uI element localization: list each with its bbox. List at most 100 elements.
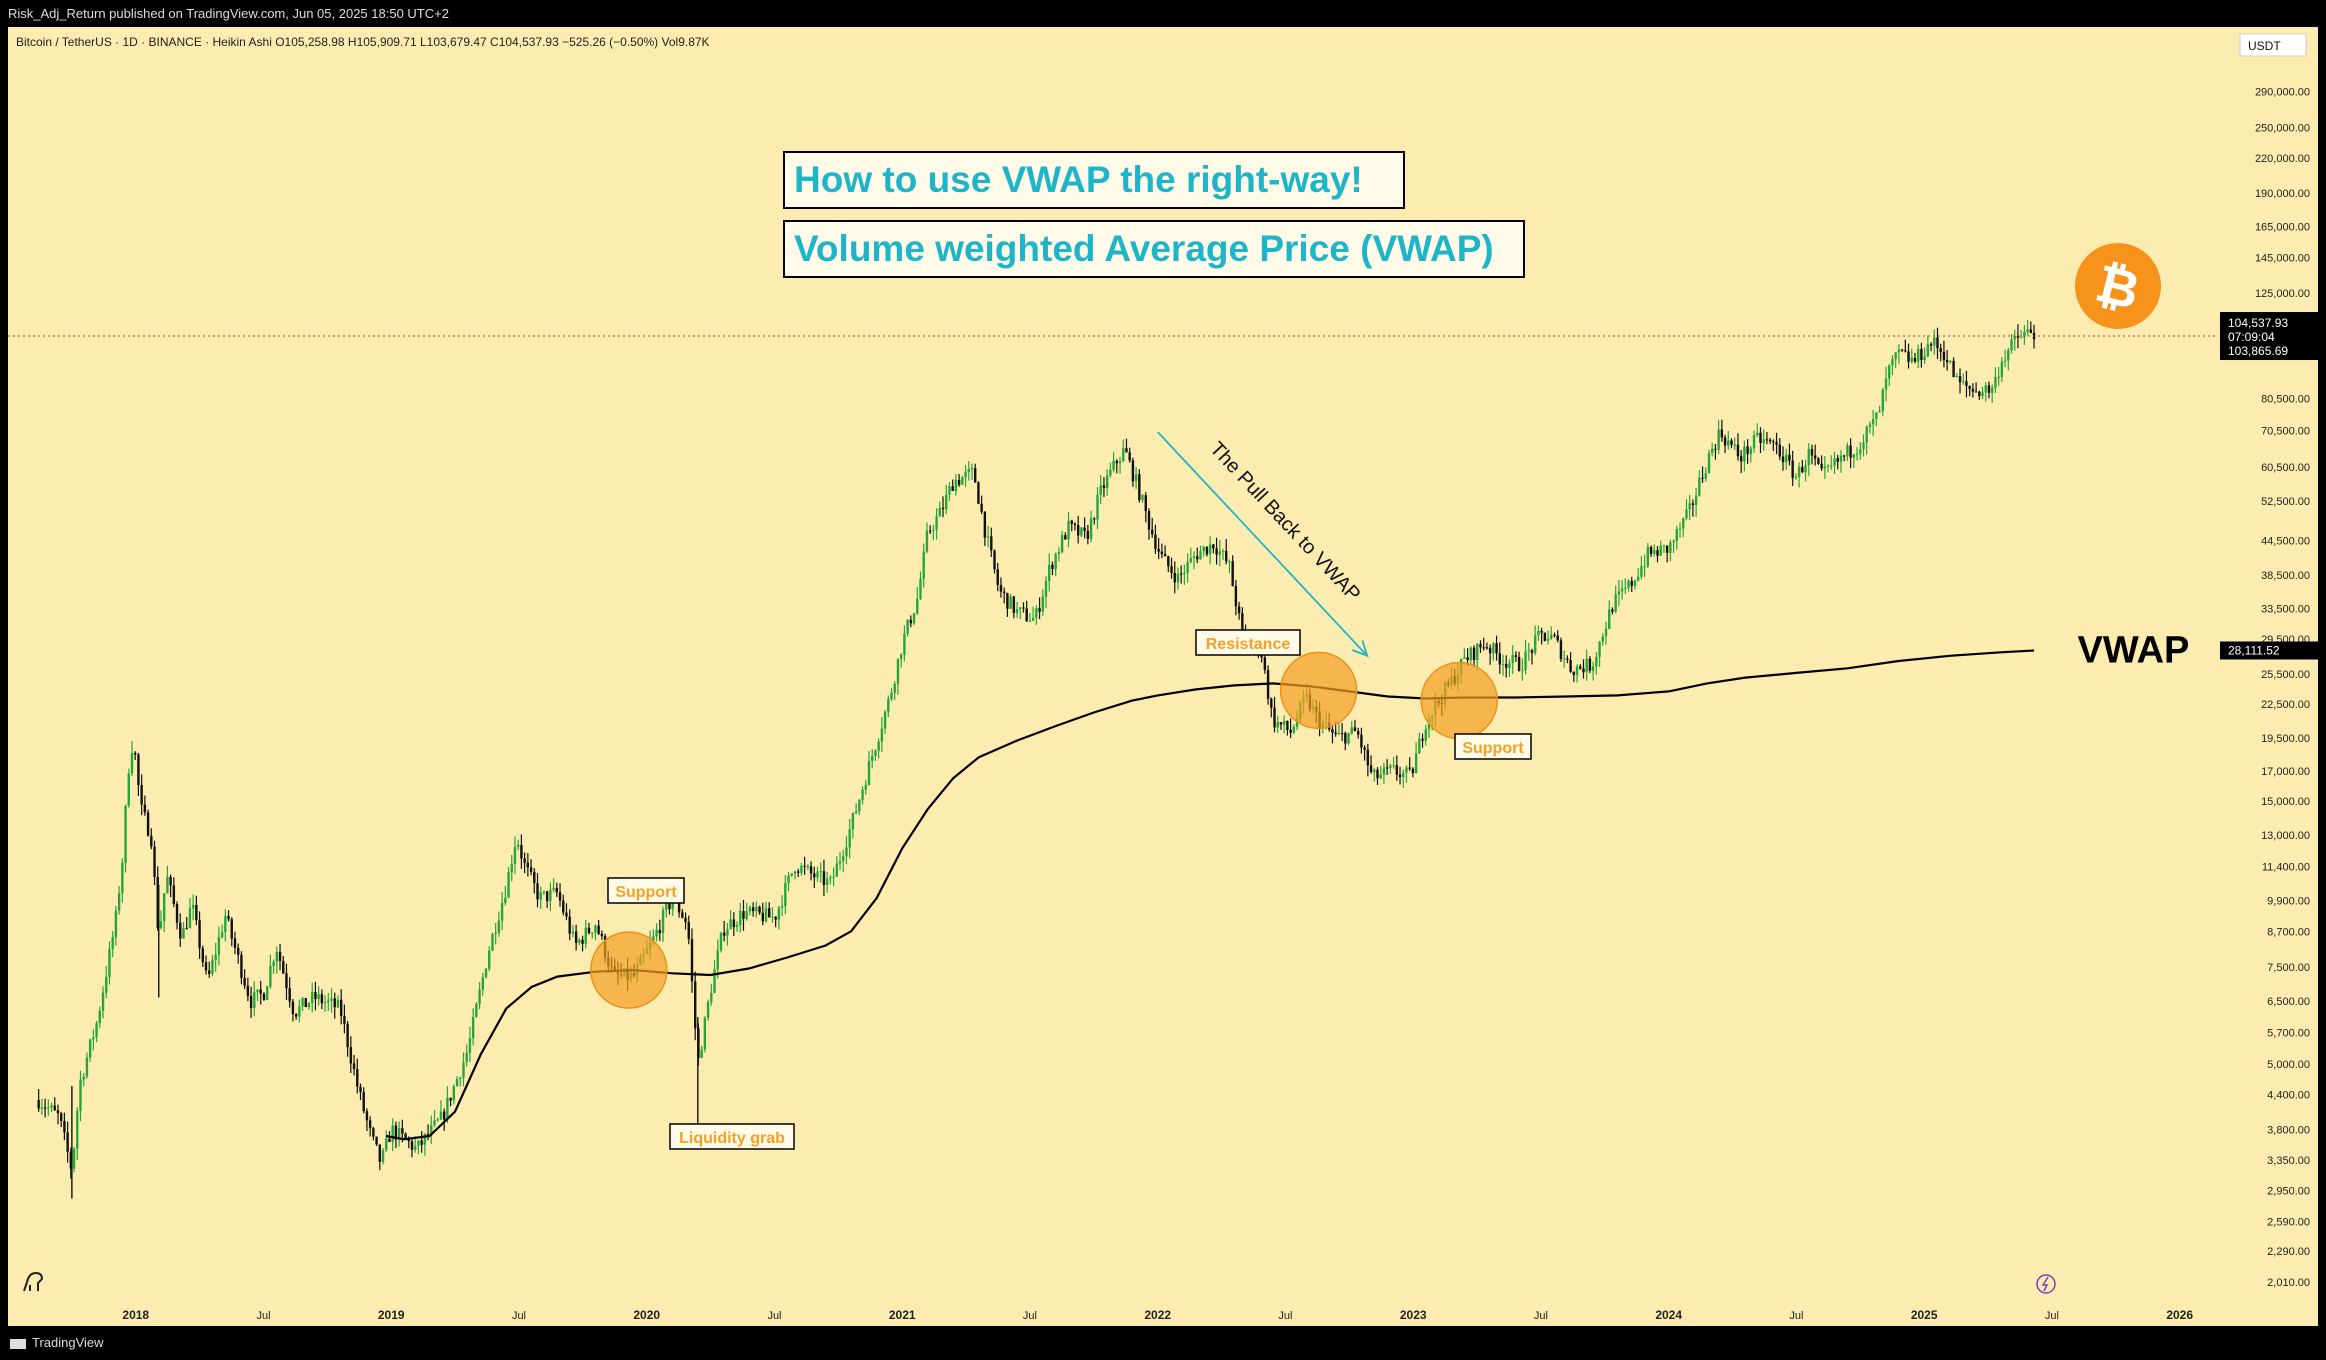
candle-body [143,804,147,813]
candle-body [1994,376,1997,388]
currency-label: USDT [2248,39,2281,53]
candle-body [790,873,793,876]
candle-body [465,1052,468,1063]
candle-body [230,919,233,939]
time-axis[interactable]: 2018 Jul 2019 Jul 2020 Jul 2021 Jul 2022 Jul 2023 J… [8,1302,2318,1326]
candle-body [407,1139,410,1142]
candle-body [1923,356,1926,360]
flash-icon[interactable] [2036,1274,2056,1294]
currency-badge[interactable]: USDT [2239,33,2307,57]
candle-body [1968,385,1971,389]
candle-body [317,994,320,999]
candle-body [854,811,858,814]
candle-body [1804,465,1807,473]
last-price-label: 104,537.93 07:09:04 103,865.69 [2220,312,2318,361]
x-tick-label: Jul [1789,1310,1803,1322]
candle-body [1598,641,1601,657]
y-tick-label: 2,950.00 [2267,1185,2310,1197]
candle-body [1514,655,1518,657]
candle-body [401,1128,404,1134]
candle-body [1382,767,1386,775]
candle-body [1540,630,1543,633]
candle-body [1772,441,1775,443]
candle-body [1836,458,1839,462]
candle-body [735,924,739,927]
chart-area[interactable]: The Pull Back to VWAP How to use VWAP th… [8,27,2318,1326]
candle-body [584,927,587,944]
candle-body [76,1110,79,1149]
candle-body [581,939,584,944]
candle-body [597,925,600,934]
candle-body [938,507,942,517]
candle-body [117,893,121,911]
candle-body [726,929,729,936]
candle-body [1019,607,1022,610]
candle-body [516,844,520,847]
candle-body [282,960,285,974]
candle-body [1884,378,1888,390]
candle-body [1038,608,1041,612]
x-tick-label: 2023 [1400,1308,1427,1322]
candle-body [1991,387,1994,393]
candle-body [526,862,530,868]
candle-body [1051,564,1054,570]
candle-body [1527,650,1530,652]
candle-body [1208,544,1212,555]
subtitle-box-border [783,220,1525,278]
candle-body [137,754,140,785]
candle-body [1997,376,2000,378]
candle-body [220,932,224,938]
dino-icon[interactable] [23,1271,44,1292]
chart-svg[interactable]: The Pull Back to VWAP How to use VWAP th… [8,27,2318,1326]
candle-body [574,931,578,943]
x-tick-label: Jul [2045,1310,2059,1322]
candle-body [1691,503,1695,506]
candle-body [1756,432,1759,436]
candle-body [269,966,272,987]
candle-body [1733,444,1736,446]
y-tick-label: 5,700.00 [2267,1028,2310,1040]
candle-body [1659,545,1662,556]
candle-body [417,1140,420,1146]
candle-body [439,1111,443,1120]
candle-body [1122,448,1125,462]
candle-body [1179,573,1183,575]
candle-body [1199,551,1202,560]
candle-body [314,992,317,999]
candle-body [153,846,156,877]
candle-body [539,892,542,900]
candle-body [716,950,719,970]
publisher-bar: Risk_Adj_Return published on TradingView… [0,0,2326,27]
candle-body [829,877,832,879]
candle-body [1759,432,1762,443]
candle-body [2003,360,2007,362]
candle-body [713,969,716,993]
candle-body [1376,769,1379,779]
candle-body [1537,630,1540,636]
candle-body [565,912,568,917]
price-axis[interactable]: 290,000.00 250,000.00 220,000.00 190,000.00… [2218,27,2318,1307]
tradingview-logo[interactable]: TradingView [0,1335,104,1350]
candle-body [1360,734,1363,748]
candle-body [191,904,195,909]
candle-body [1131,460,1135,482]
y-tick-label: 9,900.00 [2267,895,2310,907]
candle-body [1913,357,1917,362]
candle-body [311,992,314,1004]
vwap-line[interactable] [385,649,2035,1141]
candle-body [236,947,240,955]
candle-body [774,916,777,920]
candle-body [481,977,484,990]
candle-body [912,613,916,624]
candle-body [848,829,851,848]
candle-body [1817,458,1820,464]
candle-body [1141,495,1144,501]
candle-body [433,1120,436,1126]
candle-body [1202,546,1205,552]
candle-body [388,1138,391,1142]
candle-body [1620,588,1624,592]
candle-body [1958,376,1962,383]
candle-body [925,530,929,552]
candle-body [1215,548,1218,555]
candle-body [761,912,764,922]
